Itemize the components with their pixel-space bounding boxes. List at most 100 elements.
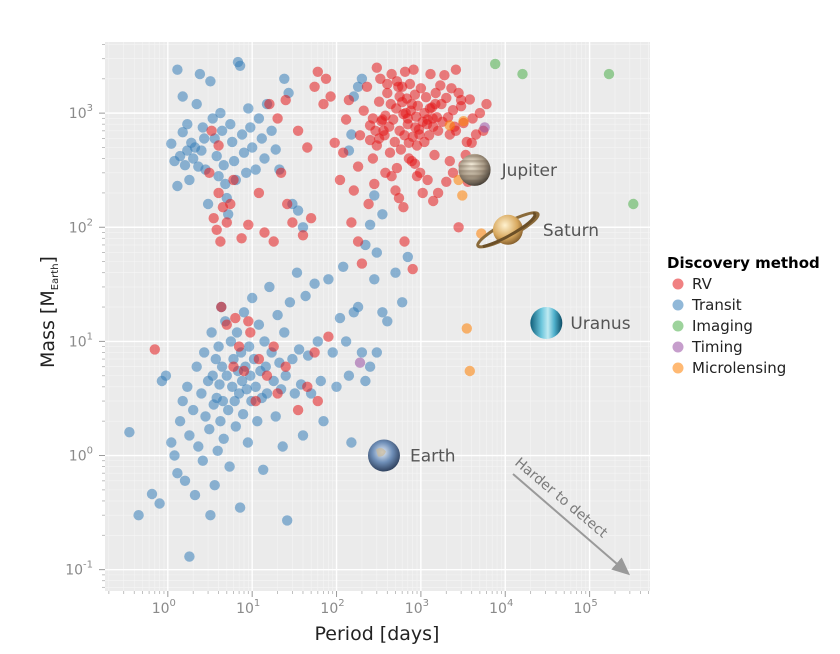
data-point-transit [206, 327, 217, 338]
data-point-rv [441, 176, 452, 187]
data-point-transit [197, 122, 208, 133]
data-point-transit [133, 510, 144, 521]
data-point-transit [216, 361, 228, 372]
data-point-transit [212, 445, 223, 456]
data-point-rv [225, 198, 236, 210]
data-point-transit [238, 307, 250, 318]
data-point-rv [206, 125, 217, 136]
data-point-imaging [603, 68, 615, 80]
data-point-transit [241, 167, 252, 178]
data-point-rv [346, 217, 357, 228]
jupiter-label: Jupiter [501, 161, 557, 181]
data-point-timing [354, 357, 366, 368]
data-point-microlensing [461, 323, 472, 334]
data-point-transit [238, 147, 250, 158]
data-point-rv [429, 149, 440, 161]
x-tick-label: 100 [152, 598, 176, 617]
data-point-transit [282, 515, 293, 526]
data-point-rv [467, 113, 478, 124]
data-point-transit [124, 427, 135, 438]
data-point-rv [384, 147, 396, 158]
data-point-transit [369, 190, 380, 201]
data-point-rv [400, 107, 411, 119]
data-point-transit [196, 388, 207, 399]
data-point-rv [367, 153, 379, 164]
data-point-rv [382, 87, 393, 99]
data-point-rv [447, 167, 459, 178]
data-point-transit [205, 510, 216, 521]
data-point-transit [327, 347, 338, 358]
legend-entries: RV Transit Imaging Timing Microlensing [672, 275, 786, 377]
data-point-transit [214, 379, 225, 390]
data-point-rv [370, 125, 381, 136]
earth-icon [367, 439, 400, 472]
harder-to-detect-arrow [512, 473, 631, 576]
data-point-rv [358, 105, 369, 116]
saturn-label: Saturn [543, 221, 599, 241]
x-tick-label: 102 [320, 598, 344, 617]
data-point-rv [474, 107, 486, 119]
data-point-transit [371, 347, 382, 358]
data-point-rv [352, 161, 364, 172]
data-point-rv [414, 129, 425, 140]
data-point-microlensing [458, 116, 469, 127]
data-point-transit [146, 488, 158, 500]
data-point-rv [435, 80, 446, 91]
data-point-transit [172, 180, 183, 192]
data-point-transit [280, 370, 291, 381]
data-point-transit [199, 347, 210, 358]
data-point-transit [250, 381, 261, 392]
data-point-transit [205, 76, 216, 87]
data-point-transit [188, 153, 199, 164]
data-point-rv [228, 361, 239, 372]
data-point-transit [270, 411, 281, 422]
data-point-transit [247, 142, 258, 153]
data-point-rv [238, 365, 250, 377]
data-point-transit [177, 127, 188, 138]
data-point-transit [291, 267, 303, 278]
data-point-transit [227, 136, 238, 148]
data-point-transit [172, 468, 183, 479]
legend-label-microlensing: Microlensing [692, 359, 786, 377]
y-tick-label: 103 [69, 103, 93, 122]
data-point-transit [184, 430, 195, 441]
data-point-imaging [628, 198, 639, 210]
data-point-rv [389, 136, 400, 148]
data-point-transit [340, 336, 352, 347]
data-point-transit [174, 416, 186, 427]
data-point-rv [280, 361, 291, 372]
data-point-rv [243, 316, 254, 327]
data-point-transit [253, 113, 265, 124]
data-point-rv [272, 388, 283, 399]
data-point-transit [160, 370, 172, 381]
solar-system-planets: Jupiter Saturn Uranus Earth [367, 153, 631, 472]
data-point-transit [259, 336, 270, 347]
data-point-transit [343, 370, 355, 381]
data-point-rv [453, 222, 464, 233]
data-point-transit [179, 475, 191, 486]
data-point-rv [149, 344, 160, 355]
data-point-transit [230, 421, 241, 432]
data-point-rv [466, 137, 477, 148]
data-point-transit [277, 441, 288, 452]
data-point-transit [309, 278, 320, 289]
data-point-rv [361, 81, 373, 93]
data-point-rv [386, 68, 397, 80]
data-point-transit [197, 455, 208, 466]
data-point-rv [221, 217, 232, 228]
data-point-transit [211, 150, 222, 162]
legend-swatch-microlensing [672, 362, 684, 374]
data-point-transit [236, 375, 248, 387]
saturn-icon [492, 214, 523, 245]
data-point-rv [432, 125, 444, 136]
data-point-rv [399, 66, 411, 78]
legend-label-imaging: Imaging [692, 317, 753, 335]
legend-label-transit: Transit [691, 296, 742, 314]
data-point-transit [258, 464, 269, 475]
data-point-rv [302, 142, 313, 153]
data-point-rv [221, 319, 232, 330]
data-point-transit [189, 489, 201, 501]
data-point-rv [393, 192, 405, 204]
data-point-rv [329, 137, 340, 148]
